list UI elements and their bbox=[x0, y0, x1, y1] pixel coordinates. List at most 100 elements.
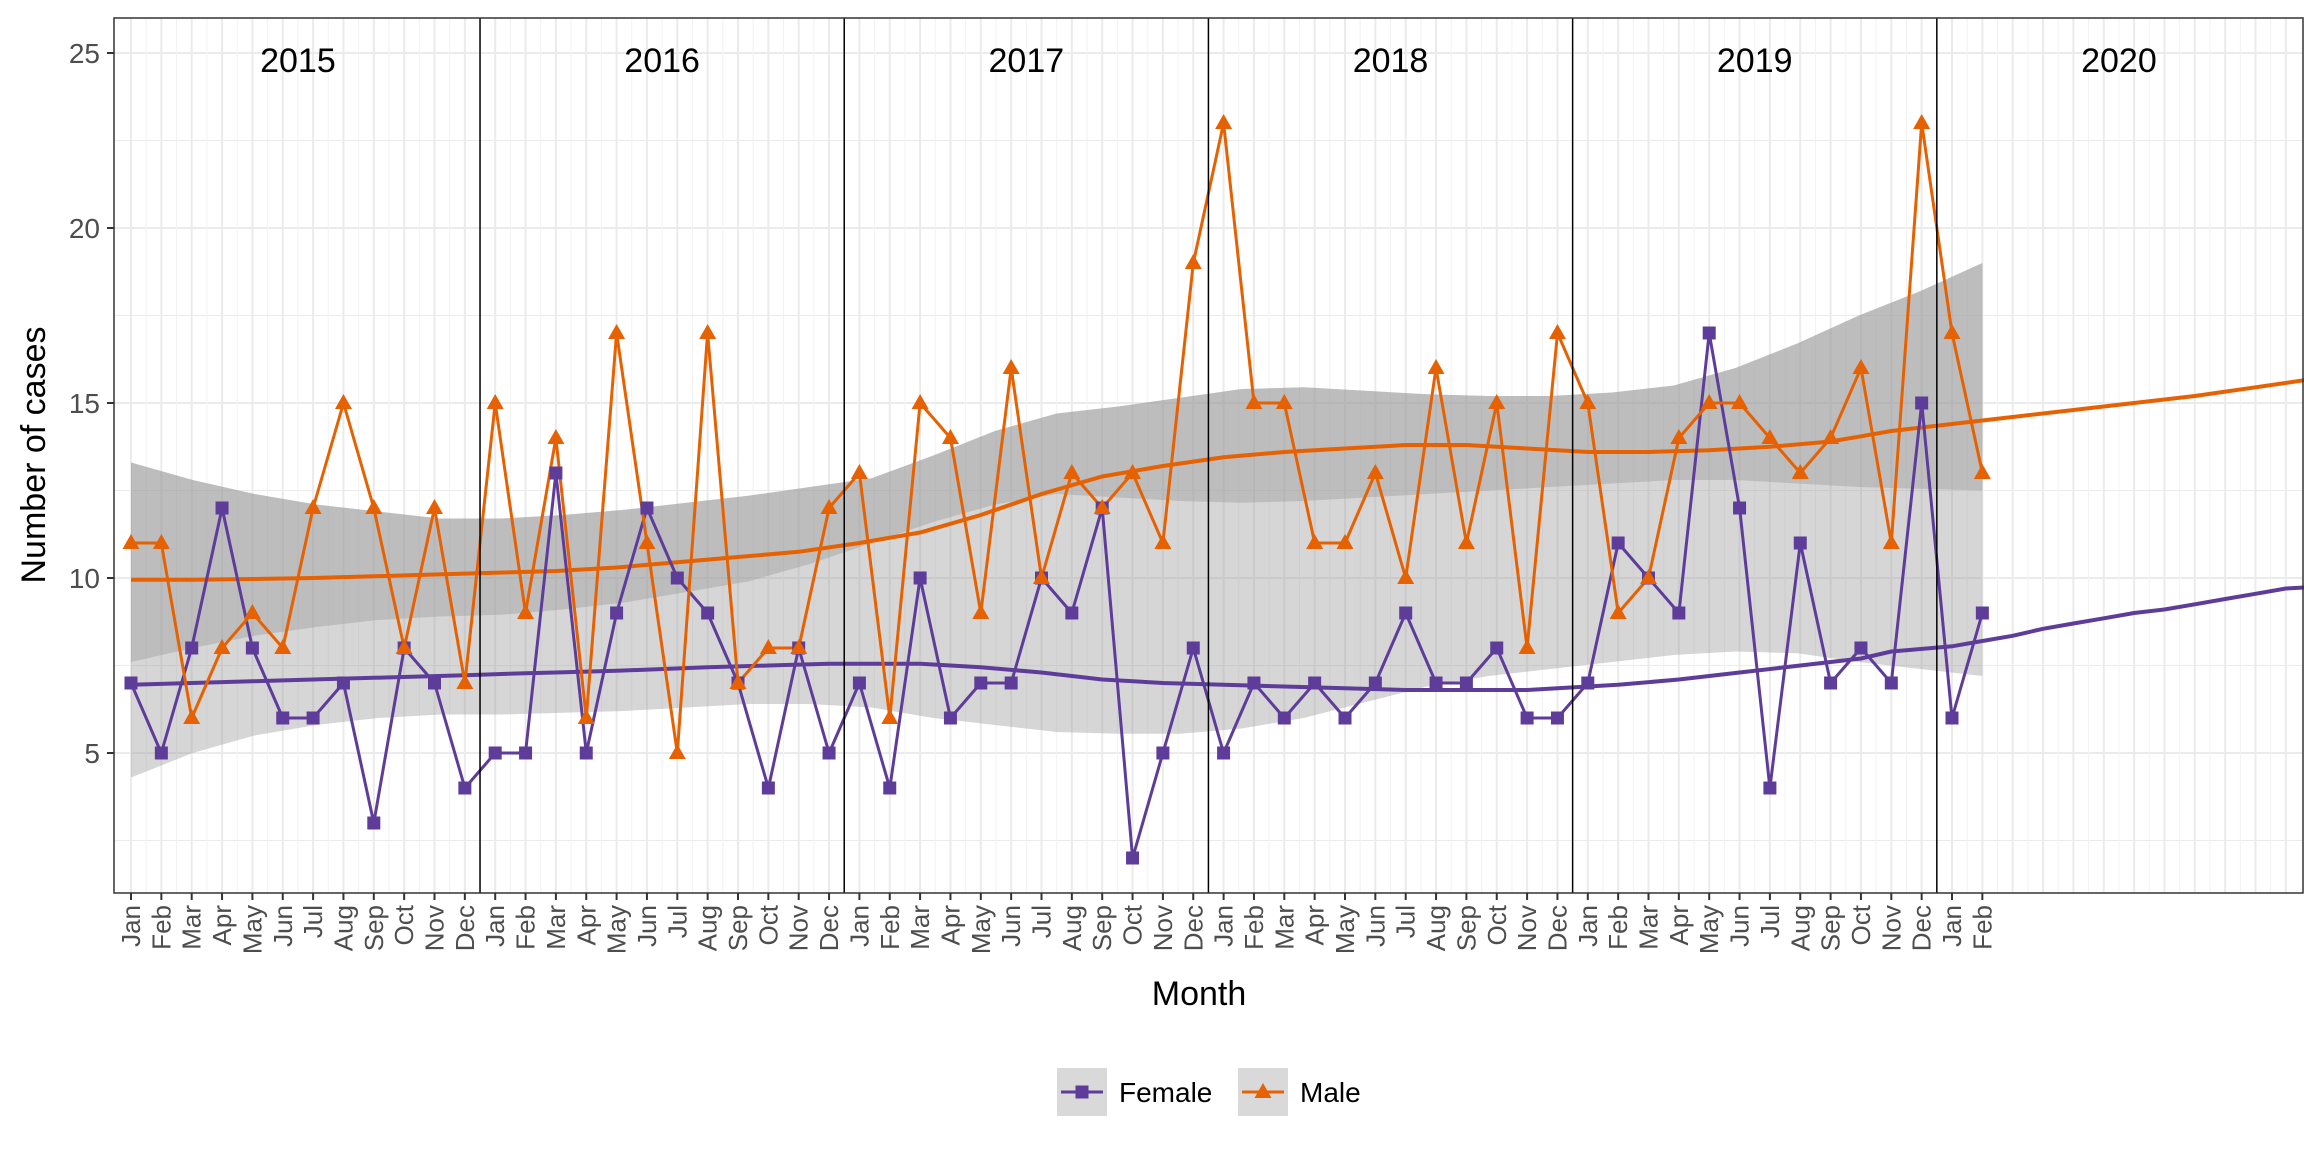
trend-line-male bbox=[131, 378, 2304, 582]
x-tick-label: Jun bbox=[1725, 905, 1755, 947]
data-point-female bbox=[1793, 536, 1807, 550]
data-point-male bbox=[395, 639, 413, 654]
data-point-male bbox=[1275, 394, 1293, 409]
data-point-male bbox=[577, 709, 595, 724]
x-tick-label: Oct bbox=[1118, 904, 1148, 945]
data-point-male bbox=[729, 674, 747, 689]
data-point-female bbox=[761, 781, 775, 795]
data-point-male bbox=[941, 429, 959, 444]
year-label: 2017 bbox=[989, 42, 1065, 80]
data-point-male bbox=[1427, 359, 1445, 374]
year-label: 2016 bbox=[624, 42, 700, 80]
data-point-female bbox=[154, 746, 168, 760]
data-point-female bbox=[1004, 676, 1018, 690]
x-tick-label: Jun bbox=[632, 905, 662, 947]
year-label: 2019 bbox=[1717, 42, 1793, 80]
y-axis-title: Number of cases bbox=[15, 327, 53, 584]
data-point-female bbox=[1490, 641, 1504, 655]
data-point-female bbox=[1308, 676, 1322, 690]
data-point-female bbox=[549, 466, 563, 480]
data-point-female bbox=[458, 781, 472, 795]
trend-line-female bbox=[130, 585, 2304, 692]
year-labels: 2015 2016 2017 2018 2019 2020 bbox=[260, 42, 2157, 80]
x-tick-label: Jan bbox=[1937, 905, 1967, 947]
data-point-female bbox=[913, 571, 927, 585]
data-point-female bbox=[610, 606, 624, 620]
data-point-male bbox=[547, 429, 565, 444]
data-point-female bbox=[1247, 676, 1261, 690]
data-point-female bbox=[1581, 676, 1595, 690]
data-point-female bbox=[1520, 711, 1534, 725]
data-point-male bbox=[517, 604, 535, 619]
legend-key-marker bbox=[1075, 1085, 1089, 1099]
data-point-male bbox=[365, 499, 383, 514]
x-tick-label: Sep bbox=[359, 905, 389, 951]
data-point-male bbox=[1245, 394, 1263, 409]
x-tick-label: Aug bbox=[693, 905, 723, 951]
x-tick-label: May bbox=[237, 905, 267, 954]
data-point-male bbox=[486, 394, 504, 409]
x-axis-title: Month bbox=[1152, 975, 1247, 1013]
trend-lines bbox=[130, 378, 2304, 692]
data-point-female bbox=[883, 781, 897, 795]
data-point-female bbox=[1975, 606, 1989, 620]
data-point-male bbox=[1640, 569, 1657, 584]
x-tick-label: Jun bbox=[996, 905, 1026, 947]
x-tick-label: Nov bbox=[784, 905, 814, 951]
data-point-female bbox=[367, 816, 381, 830]
data-point-male bbox=[1154, 534, 1172, 549]
x-tick-label: Dec bbox=[450, 905, 480, 951]
data-point-female bbox=[1399, 606, 1413, 620]
x-tick-label: Feb bbox=[511, 905, 541, 950]
data-point-female bbox=[1702, 326, 1716, 340]
data-point-male bbox=[1822, 429, 1840, 444]
data-point-female bbox=[1156, 746, 1170, 760]
x-tick-label: Jan bbox=[480, 905, 510, 947]
x-tick-label: Mar bbox=[177, 905, 207, 950]
data-point-male bbox=[1184, 254, 1202, 269]
x-tick-label: Jan bbox=[1573, 905, 1603, 947]
data-point-male bbox=[759, 639, 777, 654]
data-point-male bbox=[699, 324, 717, 339]
data-point-female bbox=[336, 676, 350, 690]
data-point-male bbox=[1731, 394, 1749, 409]
x-tick-label: Sep bbox=[723, 905, 753, 951]
x-tick-label: Oct bbox=[1482, 904, 1512, 945]
data-point-female bbox=[1217, 746, 1231, 760]
x-tick-label: Nov bbox=[1876, 905, 1906, 951]
data-point-female bbox=[276, 711, 290, 725]
data-point-male bbox=[1973, 464, 1991, 479]
data-point-female bbox=[1429, 676, 1443, 690]
x-tick-label: Feb bbox=[1239, 905, 1269, 950]
data-point-female bbox=[670, 571, 684, 585]
data-point-female bbox=[1733, 501, 1747, 515]
data-point-male bbox=[1488, 394, 1506, 409]
x-tick-label: May bbox=[602, 905, 632, 954]
year-separators bbox=[479, 18, 1938, 893]
x-tick-label: May bbox=[1330, 905, 1360, 954]
data-point-male bbox=[1457, 534, 1475, 549]
year-label: 2015 bbox=[260, 42, 336, 80]
data-point-male bbox=[1033, 569, 1050, 584]
x-tick-label: Dec bbox=[1542, 905, 1572, 951]
legend-label: Female bbox=[1119, 1077, 1212, 1108]
data-point-male bbox=[1063, 464, 1081, 479]
data-point-female bbox=[1884, 676, 1898, 690]
x-tick-label: Sep bbox=[1816, 905, 1846, 951]
data-point-male bbox=[1882, 534, 1900, 549]
year-label: 2018 bbox=[1353, 42, 1429, 80]
data-point-female bbox=[701, 606, 715, 620]
data-point-male bbox=[1852, 359, 1870, 374]
data-point-male bbox=[790, 639, 808, 654]
x-tick-label: Mar bbox=[541, 905, 571, 950]
data-point-male bbox=[304, 499, 322, 514]
data-point-female bbox=[124, 676, 138, 690]
x-tick-label: Apr bbox=[571, 905, 601, 946]
data-point-female bbox=[1550, 711, 1564, 725]
x-tick-label: Jan bbox=[1209, 905, 1239, 947]
data-point-female bbox=[1915, 396, 1929, 410]
data-point-male bbox=[881, 709, 899, 724]
y-tick-label: 10 bbox=[69, 563, 100, 594]
x-tick-label: Nov bbox=[1512, 905, 1542, 951]
data-point-male bbox=[1124, 464, 1142, 479]
